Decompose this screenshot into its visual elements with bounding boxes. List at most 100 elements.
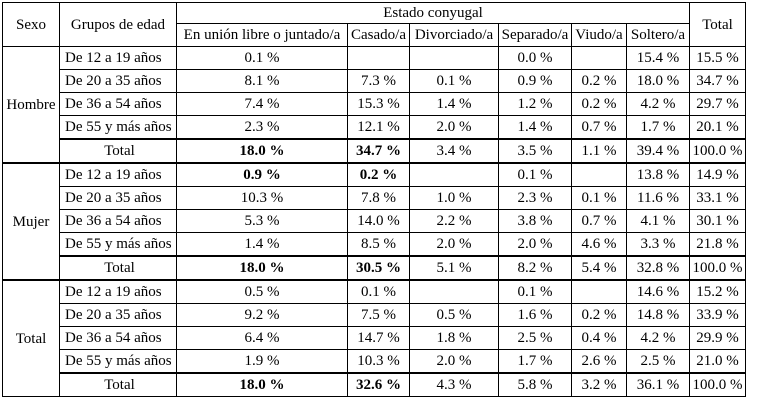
value-cell: 11.6 % [626,186,690,210]
table-container: Sexo Grupos de edad Estado conyugal Tota… [2,2,746,397]
value-cell: 1.2 % [498,92,572,116]
total-value-cell: 5.1 % [409,255,499,281]
value-cell: 4.1 % [626,209,690,233]
age-group-label: De 55 y más años [59,115,177,140]
row-total-cell: 20.1 % [689,115,746,140]
header-col-casado: Casado/a [347,23,410,47]
sexo-cell: Total [2,279,60,397]
total-value-cell: 36.1 % [626,372,690,397]
value-cell: 15.3 % [347,92,410,116]
total-value-cell: 3.2 % [571,372,627,397]
table-row: De 55 y más años 2.3 % 12.1 % 2.0 % 1.4 % 0.7… [3,115,746,140]
table-row: De 20 a 35 años 8.1 % 7.3 % 0.1 % 0.9 % 0.2 %… [3,69,746,93]
value-cell: 0.1 % [409,69,499,93]
table-row: De 36 a 54 años 7.4 % 15.3 % 1.4 % 1.2 % 0.2 … [3,92,746,116]
total-value-cell: 18.0 % [176,372,348,397]
value-cell: 0.9 % [176,162,348,187]
header-col-soltero: Soltero/a [626,23,690,47]
value-cell: 0.4 % [571,326,627,350]
grand-total-cell: 100.0 % [689,372,746,397]
value-cell: 12.1 % [347,115,410,140]
total-row-label: Total [59,372,177,397]
value-cell: 7.3 % [347,69,410,93]
estado-conyugal-table: Sexo Grupos de edad Estado conyugal Tota… [2,2,746,397]
value-cell: 2.0 % [409,115,499,140]
value-cell: 1.4 % [498,115,572,140]
total-value-cell: 8.2 % [498,255,572,281]
value-cell: 0.2 % [571,303,627,327]
header-col-divorciado: Divorciado/a [409,23,499,47]
age-group-label: De 20 a 35 años [59,69,177,93]
value-cell: 0.9 % [498,69,572,93]
age-group-label: De 36 a 54 años [59,92,177,116]
age-group-label: De 12 a 19 años [59,279,177,304]
value-cell: 0.1 % [498,162,572,187]
total-value-cell: 5.8 % [498,372,572,397]
value-cell: 0.1 % [347,279,410,304]
total-value-cell: 32.6 % [347,372,410,397]
value-cell: 8.5 % [347,232,410,257]
row-total-cell: 14.9 % [689,162,746,187]
value-cell [571,162,627,187]
value-cell [409,279,499,304]
value-cell: 14.7 % [347,326,410,350]
value-cell: 6.4 % [176,326,348,350]
total-value-cell: 1.1 % [571,138,627,164]
row-total-cell: 33.1 % [689,186,746,210]
value-cell: 8.1 % [176,69,348,93]
age-group-label: De 12 a 19 años [59,162,177,187]
value-cell: 0.2 % [347,162,410,187]
total-value-cell: 3.5 % [498,138,572,164]
value-cell: 1.4 % [409,92,499,116]
value-cell [571,279,627,304]
table-row: De 55 y más años 1.4 % 8.5 % 2.0 % 2.0 % 4.6 … [3,232,746,257]
value-cell: 0.2 % [571,92,627,116]
table-row: De 36 a 54 años 6.4 % 14.7 % 1.8 % 2.5 % 0.4 … [3,326,746,350]
value-cell: 4.2 % [626,326,690,350]
row-total-cell: 21.8 % [689,232,746,257]
sexo-cell: Mujer [2,162,60,281]
value-cell: 14.8 % [626,303,690,327]
value-cell: 0.7 % [571,209,627,233]
value-cell: 2.5 % [626,349,690,374]
value-cell: 7.5 % [347,303,410,327]
value-cell: 4.6 % [571,232,627,257]
table-row: De 55 y más años 1.9 % 10.3 % 2.0 % 1.7 % 2.6… [3,349,746,374]
value-cell: 3.3 % [626,232,690,257]
value-cell: 7.4 % [176,92,348,116]
value-cell: 13.8 % [626,162,690,187]
row-total-cell: 34.7 % [689,69,746,93]
table-row: Mujer De 12 a 19 años 0.9 % 0.2 % 0.1 % 13.8 … [2,162,746,281]
value-cell: 1.4 % [176,232,348,257]
value-cell: 1.9 % [176,349,348,374]
total-value-cell: 18.0 % [176,138,348,164]
value-cell: 0.1 % [176,46,348,70]
value-cell: 18.0 % [626,69,690,93]
age-group-label: De 20 a 35 años [59,303,177,327]
value-cell: 15.4 % [626,46,690,70]
header-total: Total [689,2,746,47]
age-group-label: De 36 a 54 años [59,326,177,350]
row-total-cell: 30.1 % [689,209,746,233]
value-cell: 1.0 % [409,186,499,210]
age-group-label: De 55 y más años [59,232,177,257]
value-cell: 5.3 % [176,209,348,233]
row-total-cell: 29.7 % [689,92,746,116]
value-cell [409,46,499,70]
age-group-label: De 12 a 19 años [59,46,177,70]
age-group-label: De 55 y más años [59,349,177,374]
table-row: De 20 a 35 años 9.2 % 7.5 % 0.5 % 1.6 % 0.2 %… [3,303,746,327]
total-value-cell: 5.4 % [571,255,627,281]
total-row-label: Total [59,255,177,281]
table-row-total: Total 18.0 % 30.5 % 5.1 % 8.2 % 5.4 % 32.8 % 10… [3,255,746,281]
value-cell: 2.2 % [409,209,499,233]
table-row: De 36 a 54 años 5.3 % 14.0 % 2.2 % 3.8 % 0.7 … [3,209,746,233]
table-row: Hombre De 12 a 19 años 0.1 % 0.0 % 15.4 % 15.… [2,46,746,164]
header-col-union-libre: En unión libre o juntado/a [176,23,348,47]
table-row: De 20 a 35 años 10.3 % 7.8 % 1.0 % 2.3 % 0.1 … [3,186,746,210]
age-group-label: De 36 a 54 años [59,209,177,233]
row-total-cell: 29.9 % [689,326,746,350]
total-value-cell: 30.5 % [347,255,410,281]
value-cell: 0.7 % [571,115,627,140]
value-cell: 14.6 % [626,279,690,304]
